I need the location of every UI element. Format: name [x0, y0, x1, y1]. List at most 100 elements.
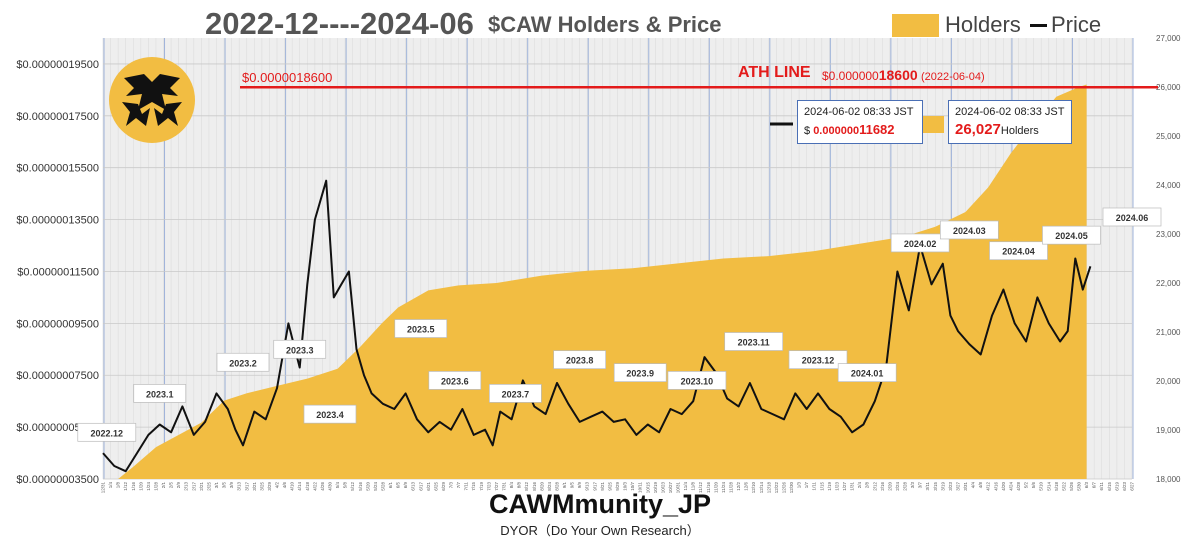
- x-tick-label: 11/28: [728, 482, 733, 493]
- legend-holders-label: Holders: [945, 12, 1021, 37]
- x-tick-label: 10/11: [638, 482, 643, 493]
- x-tick-label: 6/19: [1114, 482, 1119, 491]
- x-tick-label: 6/25: [433, 482, 438, 491]
- holders-callout: 2024-06-02 08:33 JST 26,027Holders: [948, 100, 1072, 144]
- month-label-box: [1102, 207, 1162, 227]
- month-label: 2024.06: [1116, 213, 1149, 223]
- x-tick-label: 3/23: [948, 482, 953, 491]
- x-tick-label: 10/27: [668, 482, 673, 494]
- price-callout-value-bold: 11682: [859, 122, 895, 137]
- x-tick-label: 3/9: [229, 482, 234, 489]
- x-tick-label: 1/12: [123, 482, 128, 491]
- x-tick-label: 1/31: [850, 482, 855, 491]
- x-tick-label: 5/22: [1061, 482, 1066, 491]
- price-line-swatch-icon: [1030, 23, 1047, 27]
- x-tick-label: 4/12: [986, 482, 991, 491]
- x-tick-label: 7/19: [479, 482, 484, 491]
- right-axis-tick-label: 27,000: [1156, 34, 1181, 43]
- x-tick-label: 5/8: [343, 482, 348, 489]
- x-tick-label: 3/19: [940, 482, 945, 491]
- legend-price-label: Price: [1051, 12, 1102, 37]
- x-tick-label: 1/28: [153, 482, 158, 491]
- x-tick-label: 6/23: [1122, 482, 1127, 491]
- month-label-box: [1042, 225, 1101, 245]
- x-tick-label: 10/3: [623, 482, 628, 491]
- logo-crow-left: [122, 102, 150, 126]
- month-label: 2024.01: [851, 369, 884, 379]
- x-tick-label: 4/24: [1008, 482, 1013, 491]
- x-tick-label: 2/8: [865, 482, 870, 489]
- left-axis-tick-label: $0.00000017500: [16, 111, 99, 123]
- legend-price: Price: [1030, 12, 1101, 38]
- x-tick-label: 7/7: [456, 482, 461, 489]
- right-axis-tick-label: 25,000: [1156, 132, 1181, 141]
- x-tick-label: 2/28: [903, 482, 908, 491]
- x-tick-label: 7/23: [486, 482, 491, 491]
- footer-brand: CAWMmunity_JP: [488, 489, 712, 519]
- x-tick-label: 3/27: [955, 482, 960, 491]
- x-tick-label: 8/8: [517, 482, 522, 489]
- x-tick-label: 3/15: [933, 482, 938, 491]
- month-label-box: [837, 363, 897, 382]
- x-tick-label: 11/24: [721, 482, 726, 493]
- x-tick-label: 5/2: [1024, 482, 1029, 489]
- x-tick-label: 7/31: [502, 482, 507, 491]
- x-tick-label: 1/4: [108, 482, 113, 489]
- ath-line-title: ATH LINE: [738, 64, 811, 81]
- x-tick-label: 1/16: [131, 482, 136, 491]
- ath-value: $0.00000018600 (2022-06-04): [822, 67, 985, 83]
- x-tick-label: 10/19: [653, 482, 658, 494]
- month-label: 2023.8: [566, 356, 594, 366]
- month-label-box: [724, 332, 784, 351]
- month-label: 2023.11: [738, 338, 770, 348]
- left-axis-tick-label: $0.00000009500: [16, 318, 99, 330]
- x-tick-label: 8/12: [524, 482, 529, 491]
- month-label-box: [890, 233, 950, 253]
- x-tick-label: 2/16: [880, 482, 885, 491]
- x-tick-label: 12/31: [101, 482, 106, 494]
- x-tick-label: 4/8: [978, 482, 983, 489]
- x-tick-label: 1/19: [827, 482, 832, 491]
- right-axis-tick-label: 20,000: [1156, 377, 1181, 386]
- x-tick-label: 7/27: [494, 482, 499, 491]
- month-label: 2024.03: [953, 226, 986, 236]
- x-tick-label: 2/20: [887, 482, 892, 491]
- chart-title: $CAW Holders & Price: [488, 12, 722, 37]
- x-tick-label: 5/16: [358, 482, 363, 491]
- x-tick-label: 3/17: [244, 482, 249, 491]
- x-tick-label: 9/13: [585, 482, 590, 491]
- price-callout-value: $ 0.00000011682: [804, 122, 895, 137]
- x-tick-label: 6/15: [1107, 482, 1112, 491]
- month-label: 2023.2: [229, 358, 257, 368]
- holders-swatch-icon: [892, 13, 939, 37]
- x-tick-label: 2/24: [895, 482, 900, 491]
- x-tick-label: 6/11: [1099, 482, 1104, 491]
- right-axis-tick-label: 22,000: [1156, 279, 1181, 288]
- x-tick-label: 4/20: [1001, 482, 1006, 491]
- x-tick-label: 11/20: [713, 482, 718, 493]
- x-tick-label: 1/20: [138, 482, 143, 491]
- x-tick-label: 1/15: [819, 482, 824, 491]
- x-tick-label: 11/12: [698, 482, 703, 493]
- x-tick-label: 3/11: [925, 482, 930, 491]
- x-tick-label: 4/4: [971, 482, 976, 489]
- right-axis-tick-label: 21,000: [1156, 328, 1181, 337]
- x-tick-label: 9/1: [562, 482, 567, 489]
- x-tick-label: 4/2: [275, 482, 280, 489]
- x-tick-label: 12/22: [774, 482, 779, 494]
- x-tick-label: 5/20: [365, 482, 370, 491]
- x-tick-label: 9/21: [600, 482, 605, 491]
- x-tick-label: 6/1: [388, 482, 393, 489]
- month-label-box: [77, 422, 137, 442]
- x-tick-label: 6/21: [426, 482, 431, 491]
- x-tick-label: 9/17: [592, 482, 597, 491]
- x-tick-label: 12/2: [736, 482, 741, 491]
- x-tick-label: 5/6: [1031, 482, 1036, 489]
- month-label-box: [133, 384, 187, 403]
- x-tick-label: 6/7: [1092, 482, 1097, 489]
- left-axis-tick-label: $0.00000003500: [16, 474, 99, 486]
- x-tick-label: 1/7: [804, 482, 809, 489]
- x-tick-label: 1/8: [116, 482, 121, 489]
- month-label-box: [489, 384, 542, 403]
- x-tick-label: 2/1: [161, 482, 166, 489]
